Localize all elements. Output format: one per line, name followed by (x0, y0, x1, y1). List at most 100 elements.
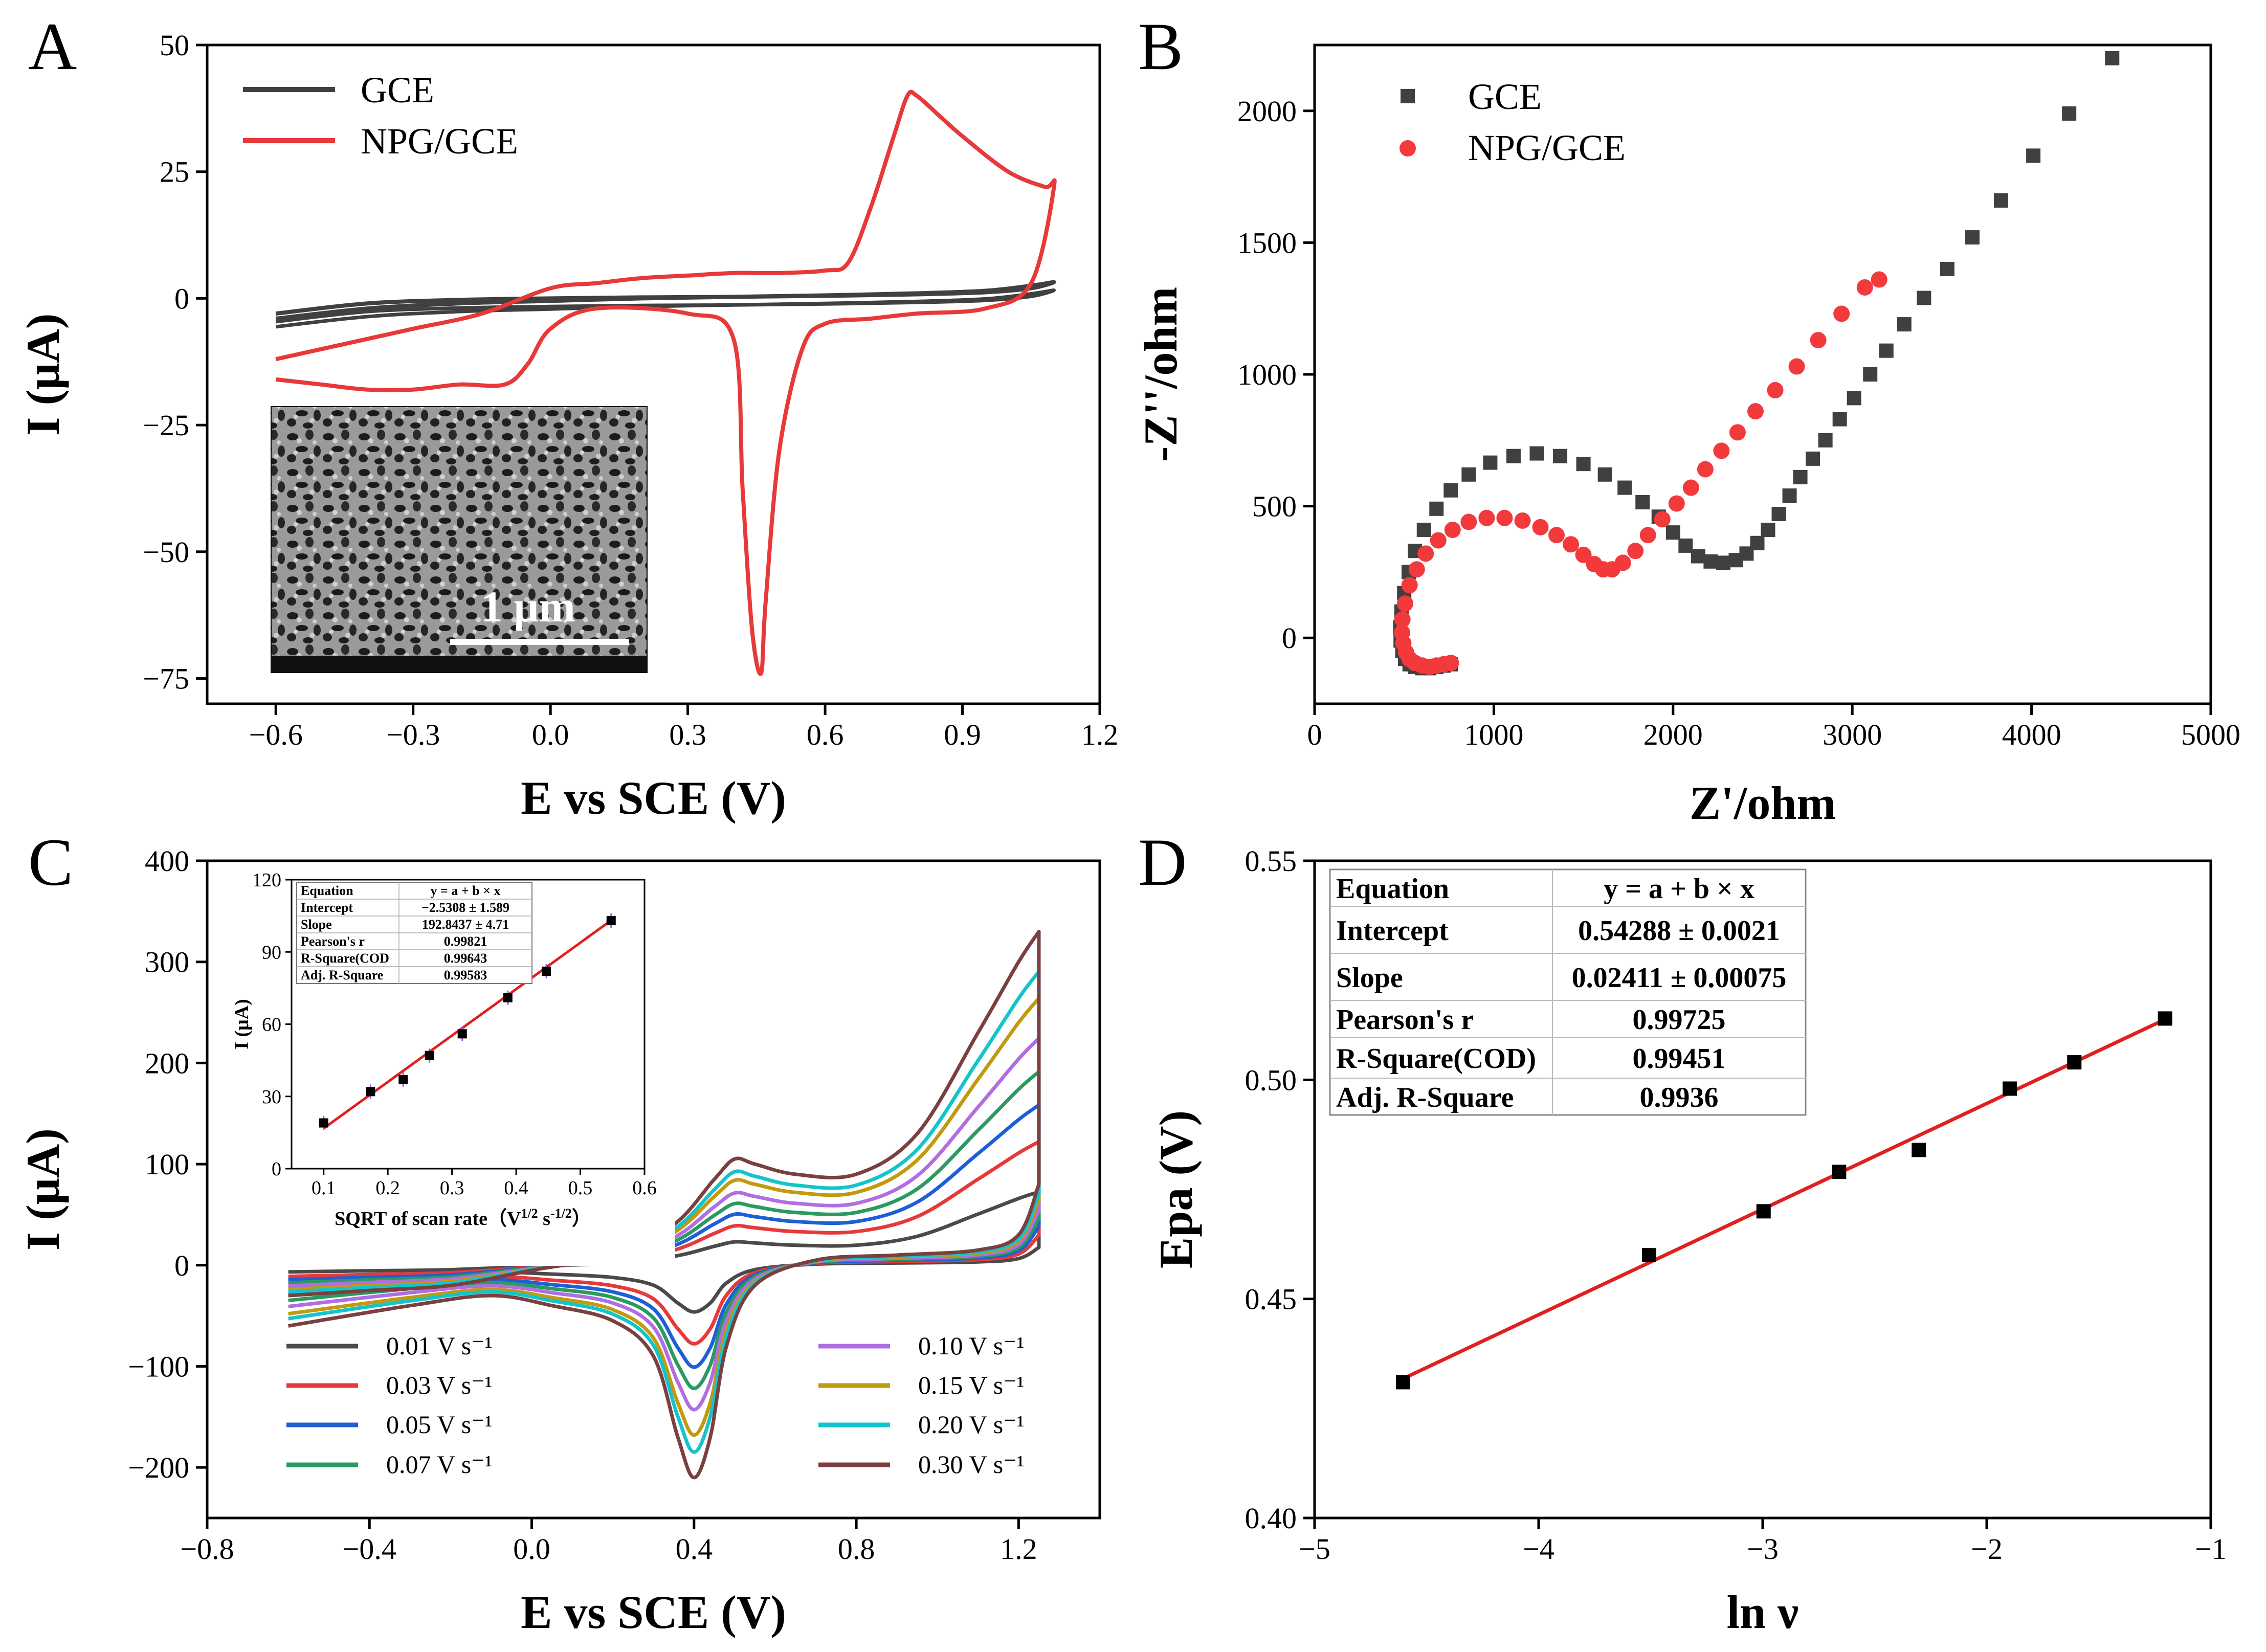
table-cell-label: Equation (1336, 873, 1449, 905)
sem-image-inset: 1 μm (271, 406, 648, 673)
panel-d: Equation y = a + b × x Intercept 0.54288 ± … (1150, 844, 2227, 1638)
data-point-npg-gce (1729, 424, 1746, 441)
data-point-npg-gce (1430, 532, 1447, 549)
y-tick-label: 0.50 (1245, 1063, 1297, 1097)
y-tick-label: 300 (145, 946, 189, 979)
x-tick-label: −3 (1747, 1532, 1779, 1566)
data-point-gce (1443, 483, 1458, 498)
y-tick-label: 0.55 (1245, 844, 1297, 878)
x-tick-label: −0.8 (180, 1532, 234, 1566)
data-point-gce (1678, 538, 1693, 553)
data-point-npg-gce (1393, 624, 1410, 641)
data-point-gce (1782, 488, 1797, 503)
legend-label: 0.05 V s⁻¹ (386, 1410, 493, 1439)
table-cell-label: Equation (301, 883, 353, 898)
table-cell-label: Pearson's r (301, 934, 365, 949)
data-point-gce (1761, 522, 1775, 537)
x-tick-label: 1.2 (1081, 718, 1119, 751)
data-point (425, 1051, 434, 1060)
table-cell-value: y = a + b × x (431, 883, 501, 898)
y-tick-label: 0.45 (1245, 1283, 1297, 1316)
table-cell-label: R-Square(COD (301, 951, 389, 966)
table-cell-label: R-Square(COD) (1336, 1043, 1536, 1075)
y-tick-label: 60 (262, 1014, 281, 1036)
x-tick-label: 1.2 (1000, 1532, 1037, 1566)
y-tick-label: 30 (262, 1086, 281, 1108)
panel-letter-a: A (28, 9, 77, 84)
plot-frame (206, 859, 1101, 1520)
x-axis-title: E vs SCE (V) (521, 772, 786, 824)
y-tick-label: 0 (272, 1158, 281, 1180)
data-point (1756, 1204, 1771, 1219)
x-tick-label: −5 (1299, 1532, 1330, 1566)
y-tick-label: 0 (174, 1249, 189, 1282)
data-point-gce (1750, 535, 1765, 550)
legend-label: 0.03 V s⁻¹ (386, 1371, 493, 1399)
x-tick-label: 0.6 (632, 1177, 657, 1199)
data-point-npg-gce (1401, 577, 1418, 594)
y-axis-title: I (μA) (17, 314, 69, 436)
table-cell-label: Adj. R-Square (301, 968, 383, 983)
y-tick-label: 90 (262, 942, 281, 963)
data-point (2003, 1081, 2017, 1096)
data-point-gce (1703, 554, 1718, 569)
y-tick-label: −200 (128, 1451, 189, 1484)
y-tick-label: 0 (1282, 621, 1297, 655)
panel-a-axes: −0.6 −0.3 0.0 0.3 0.6 0.9 1.2 50 25 0 −25 −50 −75 E v… (17, 29, 1118, 824)
data-point-npg-gce (1460, 514, 1477, 530)
plot-frame (206, 43, 1101, 705)
data-point-gce (1832, 412, 1847, 427)
data-point-gce (2105, 51, 2120, 65)
data-point-gce (1818, 433, 1833, 448)
data-point-npg-gce (1496, 509, 1513, 526)
y-axis-title: -Z''/ohm (1135, 287, 1187, 462)
legend-label: 0.07 V s⁻¹ (386, 1450, 493, 1479)
data-point-gce (1429, 501, 1444, 516)
y-tick-label: 120 (252, 869, 281, 891)
y-tick-label: 500 (1252, 490, 1297, 523)
data-point-npg-gce (1713, 442, 1730, 459)
x-tick-label: 3000 (1823, 718, 1882, 751)
x-tick-label: 0.6 (807, 718, 844, 751)
plot-frame (1313, 43, 2212, 705)
data-point-gce (1793, 470, 1808, 484)
data-point-npg-gce (1478, 509, 1495, 526)
data-point-npg-gce (1408, 561, 1425, 578)
data-point-gce (1965, 230, 1980, 245)
x-tick-label: −0.3 (386, 718, 440, 751)
x-tick-label: 2000 (1643, 718, 1703, 751)
table-cell-label: Slope (1336, 962, 1403, 994)
x-axis-title: SQRT of scan rate（V1/2 s-1/2） (335, 1206, 591, 1230)
x-tick-label: −2 (1971, 1532, 2003, 1566)
data-point-gce (1806, 451, 1820, 466)
table-cell-label: Adj. R-Square (1336, 1082, 1514, 1113)
data-point-npg-gce (1833, 305, 1850, 322)
panel-b-axes: 0 1000 2000 3000 4000 5000 0 500 1000 1500 2000 Z'/… (1135, 43, 2240, 829)
x-tick-label: 5000 (2181, 718, 2240, 751)
panel-b-plot-area (1393, 51, 2120, 676)
data-point-npg-gce (1654, 511, 1671, 528)
panel-b: GCE NPG/GCE 0 1000 2000 3000 4000 5000 0 500 100… (1135, 43, 2240, 829)
table-cell-value: y = a + b × x (1604, 873, 1754, 905)
x-tick-label: −0.6 (249, 718, 303, 751)
legend-label-gce: GCE (361, 70, 434, 110)
x-tick-label: −4 (1523, 1532, 1554, 1566)
table-cell-value: −2.5308 ± 1.589 (421, 900, 509, 915)
data-point (1396, 1375, 1411, 1390)
panel-b-legend: GCE NPG/GCE (1399, 76, 1626, 168)
y-axis-title: I (μA) (17, 1128, 69, 1251)
y-axis-title: Epa (V) (1150, 1110, 1202, 1268)
data-point-npg-gce (1747, 403, 1764, 420)
panel-letter-d: D (1138, 824, 1187, 900)
data-point (1641, 1248, 1656, 1262)
data-point (319, 1118, 328, 1128)
y-tick-label: 1000 (1237, 358, 1297, 391)
data-point-gce (1917, 291, 1931, 305)
fit-table-frame (1329, 868, 1807, 1116)
x-tick-label: 0.8 (838, 1532, 875, 1566)
legend-marker-gce (1401, 89, 1415, 103)
data-point-gce (2062, 106, 2077, 121)
cv-curve-npg-gce (275, 90, 1057, 676)
data-point-npg-gce (1417, 545, 1434, 562)
y-tick-label: −50 (143, 535, 189, 569)
